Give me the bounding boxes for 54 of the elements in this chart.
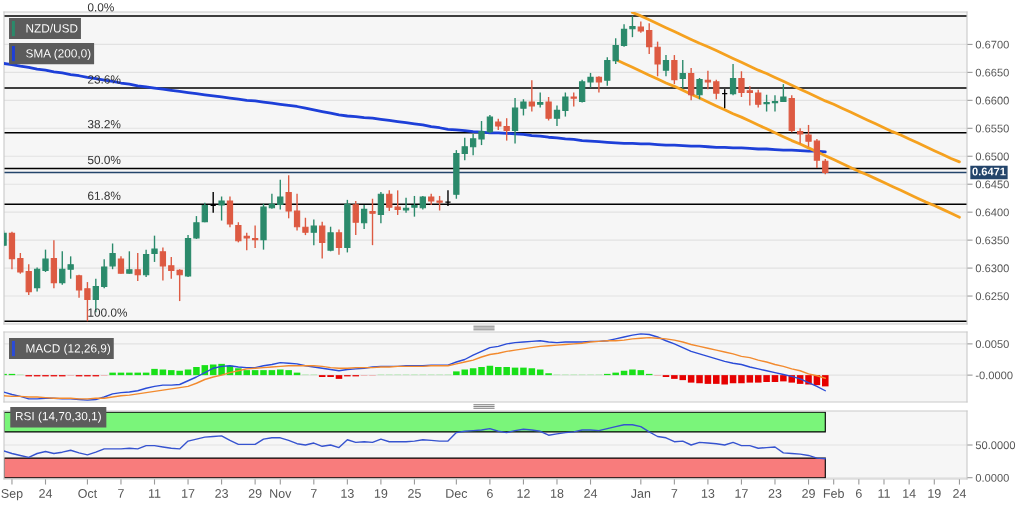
y-tick-label: 0.6450	[975, 180, 1009, 189]
x-tick-label: 19	[374, 489, 388, 498]
x-tick-label: Jan	[630, 489, 651, 498]
x-tick-label: 23	[768, 489, 782, 498]
annotation: 100.0%	[88, 308, 128, 317]
y-tick-label: -0.0000	[975, 371, 1013, 380]
y-tick-label: 0.6700	[975, 40, 1009, 49]
x-tick-label: Nov	[270, 489, 292, 498]
x-tick-label: 12	[517, 489, 530, 498]
x-tick-label: 13	[341, 489, 354, 498]
ref-line-label: 0.6471	[972, 167, 1006, 176]
x-tick-label: 23	[215, 489, 228, 498]
x-tick-label: 29	[248, 489, 262, 498]
x-tick-label: 6	[855, 489, 862, 498]
y-tick-label: 50.0000	[975, 441, 1016, 450]
x-tick-label: Feb	[823, 488, 844, 498]
x-tick-label: 25	[408, 489, 421, 498]
x-tick-label: 24	[39, 489, 53, 498]
y-tick-label: 0.6350	[975, 236, 1009, 245]
annotation: 61.8%	[88, 191, 121, 200]
x-tick-label: 24	[953, 489, 967, 498]
x-tick-label: 19	[928, 489, 941, 498]
annotation: 38.2%	[87, 120, 121, 129]
x-tick-label: 7	[118, 489, 124, 498]
x-tick-label: 11	[878, 489, 890, 498]
legend-label: SMA (200,0)	[26, 48, 91, 60]
x-tick-label: 7	[310, 489, 317, 498]
x-tick-label: Sep	[1, 489, 23, 501]
legend-label: NZD/USD	[26, 23, 78, 33]
x-tick-label: 13	[701, 489, 715, 498]
y-tick-label: 0.0000	[975, 473, 1009, 482]
annotation: 50.0%	[87, 155, 121, 165]
chart-title: RSI (14,70,30,1)	[15, 411, 101, 423]
x-tick-label: 18	[550, 489, 564, 498]
y-tick-label: 0.6550	[975, 124, 1009, 133]
x-tick-label: Dec	[446, 489, 468, 498]
y-tick-label: 0.6300	[975, 264, 1009, 273]
x-tick-label: 17	[735, 489, 748, 498]
y-tick-label: 0.0050	[975, 340, 1009, 349]
annotation: 0.0%	[87, 3, 114, 12]
x-tick-label: 6	[487, 489, 493, 498]
y-tick-label: 0.6500	[975, 152, 1009, 161]
y-tick-label: 0.6400	[975, 208, 1009, 217]
y-tick-label: 0.6650	[975, 68, 1009, 77]
x-tick-label: 11	[148, 489, 161, 498]
y-tick-label: 0.6600	[975, 96, 1009, 105]
x-tick-label: 29	[802, 489, 815, 498]
x-tick-label: Oct	[78, 489, 98, 498]
x-tick-label: 17	[182, 489, 195, 498]
x-tick-label: 14	[903, 489, 916, 498]
x-tick-label: 7	[671, 489, 678, 498]
legend-label: MACD (12,26,9)	[26, 343, 111, 355]
y-tick-label: 0.6250	[975, 292, 1009, 301]
x-tick-label: 24	[584, 489, 598, 498]
